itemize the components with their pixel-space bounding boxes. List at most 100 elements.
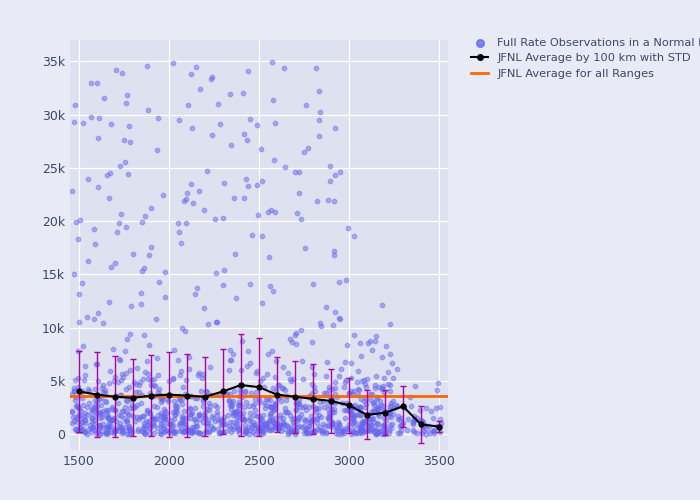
- Full Rate Observations in a Normal Point: [214, 429, 225, 437]
- Full Rate Observations in a Normal Point: [158, 413, 169, 421]
- Full Rate Observations in a Normal Point: [94, 429, 106, 437]
- Full Rate Observations in a Normal Point: [294, 189, 305, 197]
- Full Rate Observations in a Normal Point: [229, 387, 240, 395]
- Full Rate Observations in a Normal Point: [160, 414, 171, 422]
- Full Rate Observations in a Normal Point: [383, 406, 394, 413]
- Full Rate Observations in a Normal Point: [349, 416, 360, 424]
- Full Rate Observations in a Normal Point: [148, 402, 159, 409]
- Full Rate Observations in a Normal Point: [307, 426, 318, 434]
- Full Rate Observations in a Normal Point: [365, 426, 377, 434]
- Full Rate Observations in a Normal Point: [115, 376, 126, 384]
- Full Rate Observations in a Normal Point: [207, 424, 218, 432]
- Full Rate Observations in a Normal Point: [356, 410, 367, 418]
- Full Rate Observations in a Normal Point: [92, 360, 103, 368]
- Full Rate Observations in a Normal Point: [186, 392, 197, 400]
- Full Rate Observations in a Normal Point: [318, 403, 330, 411]
- Full Rate Observations in a Normal Point: [126, 400, 137, 408]
- Full Rate Observations in a Normal Point: [360, 403, 371, 411]
- Full Rate Observations in a Normal Point: [234, 425, 245, 433]
- Full Rate Observations in a Normal Point: [327, 420, 338, 428]
- Full Rate Observations in a Normal Point: [314, 86, 325, 94]
- Full Rate Observations in a Normal Point: [366, 407, 377, 415]
- Full Rate Observations in a Normal Point: [304, 428, 316, 436]
- Full Rate Observations in a Normal Point: [186, 428, 197, 436]
- Full Rate Observations in a Normal Point: [199, 414, 211, 422]
- Full Rate Observations in a Normal Point: [344, 425, 355, 433]
- Full Rate Observations in a Normal Point: [347, 402, 358, 409]
- Full Rate Observations in a Normal Point: [167, 408, 178, 416]
- Full Rate Observations in a Normal Point: [136, 399, 147, 407]
- Full Rate Observations in a Normal Point: [327, 398, 338, 406]
- Full Rate Observations in a Normal Point: [293, 168, 304, 176]
- Full Rate Observations in a Normal Point: [109, 260, 120, 268]
- Full Rate Observations in a Normal Point: [282, 430, 293, 438]
- Full Rate Observations in a Normal Point: [148, 381, 160, 389]
- Full Rate Observations in a Normal Point: [165, 420, 176, 428]
- Full Rate Observations in a Normal Point: [158, 191, 169, 199]
- Full Rate Observations in a Normal Point: [417, 427, 428, 435]
- Full Rate Observations in a Normal Point: [192, 284, 203, 292]
- Full Rate Observations in a Normal Point: [293, 422, 304, 430]
- Full Rate Observations in a Normal Point: [402, 426, 413, 434]
- Full Rate Observations in a Normal Point: [106, 404, 118, 412]
- Full Rate Observations in a Normal Point: [376, 427, 387, 435]
- Full Rate Observations in a Normal Point: [103, 414, 114, 422]
- Full Rate Observations in a Normal Point: [190, 422, 202, 430]
- Full Rate Observations in a Normal Point: [141, 422, 153, 430]
- Full Rate Observations in a Normal Point: [212, 416, 223, 424]
- Full Rate Observations in a Normal Point: [384, 386, 395, 394]
- Full Rate Observations in a Normal Point: [323, 410, 335, 418]
- Full Rate Observations in a Normal Point: [123, 426, 134, 434]
- Full Rate Observations in a Normal Point: [290, 417, 301, 425]
- Full Rate Observations in a Normal Point: [280, 425, 291, 433]
- Full Rate Observations in a Normal Point: [420, 430, 431, 438]
- Full Rate Observations in a Normal Point: [421, 404, 432, 411]
- Full Rate Observations in a Normal Point: [323, 416, 335, 424]
- Full Rate Observations in a Normal Point: [239, 430, 251, 438]
- Full Rate Observations in a Normal Point: [178, 198, 189, 205]
- Full Rate Observations in a Normal Point: [183, 354, 195, 362]
- Full Rate Observations in a Normal Point: [158, 411, 169, 419]
- Full Rate Observations in a Normal Point: [169, 410, 180, 418]
- Full Rate Observations in a Normal Point: [333, 420, 344, 428]
- Full Rate Observations in a Normal Point: [270, 400, 281, 408]
- Full Rate Observations in a Normal Point: [90, 412, 101, 420]
- Full Rate Observations in a Normal Point: [410, 416, 421, 424]
- Full Rate Observations in a Normal Point: [392, 429, 403, 437]
- Full Rate Observations in a Normal Point: [252, 426, 263, 434]
- Full Rate Observations in a Normal Point: [253, 398, 265, 406]
- Full Rate Observations in a Normal Point: [178, 408, 189, 416]
- Full Rate Observations in a Normal Point: [125, 429, 136, 437]
- Full Rate Observations in a Normal Point: [293, 396, 304, 404]
- Full Rate Observations in a Normal Point: [307, 415, 318, 423]
- Full Rate Observations in a Normal Point: [434, 415, 445, 423]
- Full Rate Observations in a Normal Point: [349, 400, 360, 408]
- Full Rate Observations in a Normal Point: [387, 358, 398, 366]
- Full Rate Observations in a Normal Point: [305, 412, 316, 420]
- Full Rate Observations in a Normal Point: [238, 415, 249, 423]
- Full Rate Observations in a Normal Point: [197, 402, 208, 410]
- Full Rate Observations in a Normal Point: [290, 331, 301, 339]
- Full Rate Observations in a Normal Point: [161, 426, 172, 434]
- Full Rate Observations in a Normal Point: [385, 398, 396, 406]
- Full Rate Observations in a Normal Point: [293, 400, 304, 407]
- Full Rate Observations in a Normal Point: [379, 388, 390, 396]
- Full Rate Observations in a Normal Point: [148, 422, 160, 430]
- Full Rate Observations in a Normal Point: [197, 374, 208, 382]
- Full Rate Observations in a Normal Point: [275, 422, 286, 430]
- Full Rate Observations in a Normal Point: [321, 429, 332, 437]
- Full Rate Observations in a Normal Point: [341, 400, 352, 407]
- Full Rate Observations in a Normal Point: [289, 424, 300, 432]
- Full Rate Observations in a Normal Point: [267, 424, 278, 432]
- Full Rate Observations in a Normal Point: [253, 412, 265, 420]
- Full Rate Observations in a Normal Point: [240, 398, 251, 406]
- Full Rate Observations in a Normal Point: [256, 416, 267, 424]
- Full Rate Observations in a Normal Point: [338, 406, 349, 413]
- Full Rate Observations in a Normal Point: [147, 420, 158, 428]
- Full Rate Observations in a Normal Point: [130, 402, 141, 410]
- Full Rate Observations in a Normal Point: [300, 244, 311, 252]
- Full Rate Observations in a Normal Point: [363, 422, 374, 430]
- Full Rate Observations in a Normal Point: [366, 346, 377, 354]
- Full Rate Observations in a Normal Point: [242, 182, 253, 190]
- Full Rate Observations in a Normal Point: [214, 390, 225, 398]
